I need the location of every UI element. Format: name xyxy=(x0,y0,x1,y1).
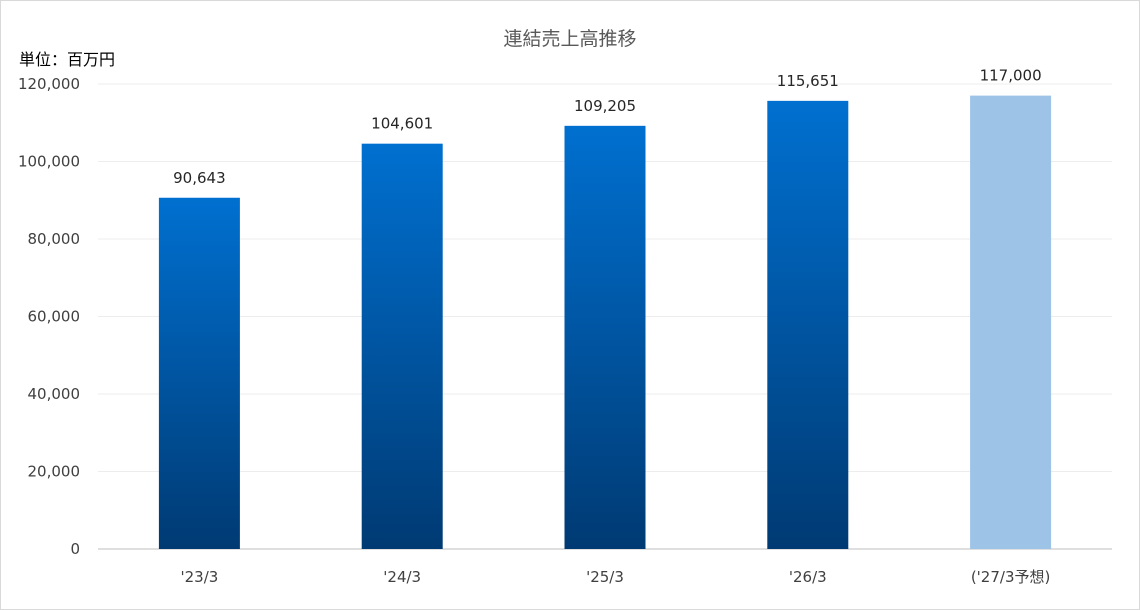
y-tick-label: 0 xyxy=(70,540,80,558)
unit-label: 単位：百万円 xyxy=(19,50,116,69)
x-tick-label: '25/3 xyxy=(586,568,624,586)
data-label: 109,205 xyxy=(574,97,636,115)
bar xyxy=(361,143,443,549)
y-tick-label: 60,000 xyxy=(28,308,81,326)
data-labels: 90,643 104,601 109,205 115,651 117,000 xyxy=(173,67,1041,187)
bar xyxy=(158,197,240,550)
chart-title: 連結売上高推移 xyxy=(503,28,637,50)
data-label: 104,601 xyxy=(371,115,433,133)
y-tick-label: 80,000 xyxy=(28,230,81,248)
x-tick-label: ('27/3予想) xyxy=(971,568,1051,586)
data-label: 117,000 xyxy=(980,67,1042,85)
x-tick-label: '26/3 xyxy=(789,568,827,586)
y-tick-label: 100,000 xyxy=(18,153,80,171)
data-label: 115,651 xyxy=(777,72,839,90)
forecast-bar xyxy=(970,95,1052,549)
data-label: 90,643 xyxy=(173,169,226,187)
bars xyxy=(158,95,1052,550)
y-tick-label: 40,000 xyxy=(28,385,81,403)
x-axis-ticks: '23/3 '24/3 '25/3 '26/3 ('27/3予想) xyxy=(180,568,1050,586)
x-tick-label: '24/3 xyxy=(383,568,421,586)
y-axis-ticks: 0 20,000 40,000 60,000 80,000 100,000 120,000 xyxy=(18,75,80,558)
bar xyxy=(767,100,849,550)
bar xyxy=(564,125,646,549)
y-tick-label: 120,000 xyxy=(18,75,80,93)
y-tick-label: 20,000 xyxy=(28,463,81,481)
x-tick-label: '23/3 xyxy=(180,568,218,586)
